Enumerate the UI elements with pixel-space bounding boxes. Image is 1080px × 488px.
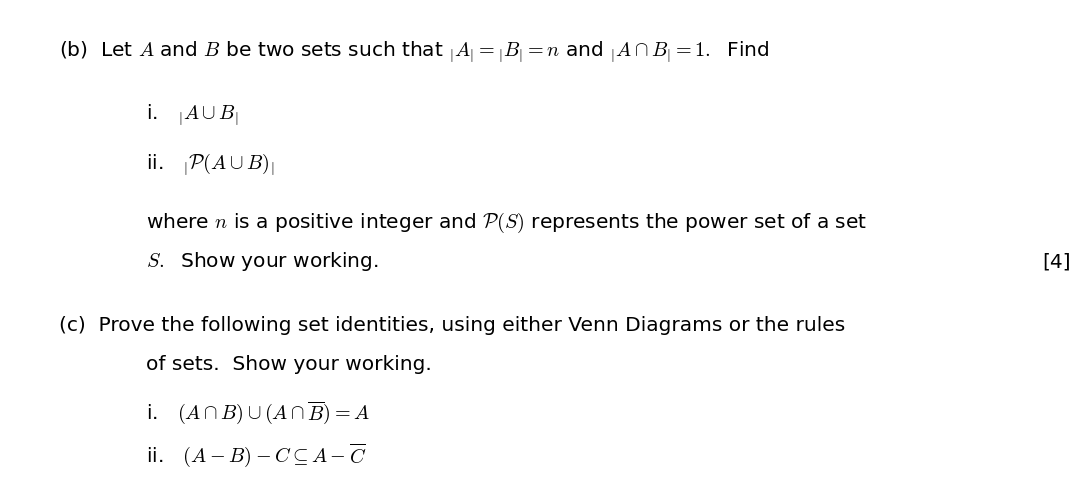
Text: (c)  Prove the following set identities, using either Venn Diagrams or the rules: (c) Prove the following set identities, … xyxy=(59,315,846,334)
Text: i.   $_{|}A \cup B_{|}$: i. $_{|}A \cup B_{|}$ xyxy=(146,102,239,127)
Text: $S.$  Show your working.: $S.$ Show your working. xyxy=(146,249,378,273)
Text: (b)  Let $A$ and $B$ be two sets such that $_{|}A_{|}= {}_{|}B_{|} = n$ and $_{|: (b) Let $A$ and $B$ be two sets such tha… xyxy=(59,39,770,63)
Text: of sets.  Show your working.: of sets. Show your working. xyxy=(146,354,432,373)
Text: ii.   $(A - B) - C \subseteq A - \overline{C}$: ii. $(A - B) - C \subseteq A - \overline… xyxy=(146,441,366,469)
Text: where $n$ is a positive integer and $\mathcal{P}(S)$ represents the power set of: where $n$ is a positive integer and $\ma… xyxy=(146,210,867,234)
Text: ii.   $_{|}\mathcal{P}(A \cup B)_{|}$: ii. $_{|}\mathcal{P}(A \cup B)_{|}$ xyxy=(146,150,274,177)
Text: [4]: [4] xyxy=(1042,252,1071,270)
Text: i.   $(A \cap B) \cup (A \cap \overline{B}) = A$: i. $(A \cap B) \cup (A \cap \overline{B}… xyxy=(146,399,369,426)
